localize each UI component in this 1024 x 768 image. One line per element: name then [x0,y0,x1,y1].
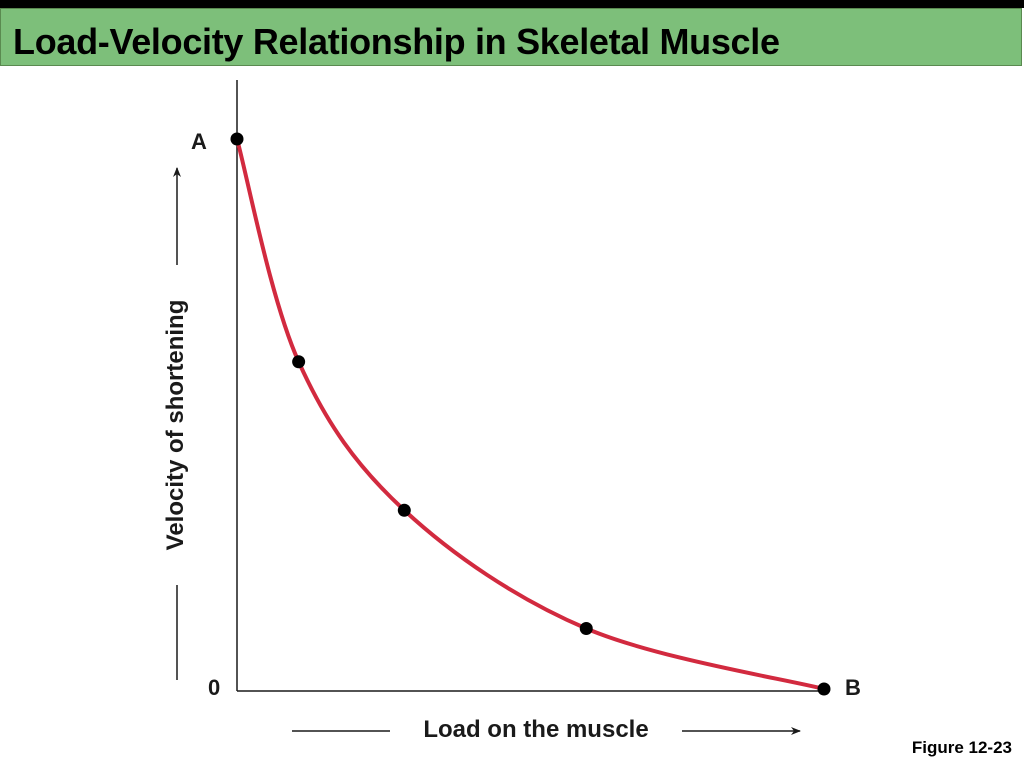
origin-label: 0 [208,675,220,700]
figure-label: Figure 12-23 [911,738,1012,757]
data-point-1 [230,132,244,146]
title-bar: Load-Velocity Relationship in Skeletal M… [0,8,1022,66]
y-axis-label: Velocity of shortening [162,300,189,551]
point-label-b: B [845,675,861,700]
data-point-4 [579,622,593,635]
data-point-3 [397,503,411,517]
slide-title: Load-Velocity Relationship in Skeletal M… [13,21,780,62]
data-points [230,132,831,696]
data-point-5 [817,682,831,696]
x-axis-label: Load on the muscle [423,716,648,743]
y-axis-label-group: Velocity of shortening [162,300,189,551]
data-point-2 [292,355,306,369]
point-label-a: A [191,129,207,154]
top-border [0,0,1024,8]
load-velocity-curve [235,137,826,691]
